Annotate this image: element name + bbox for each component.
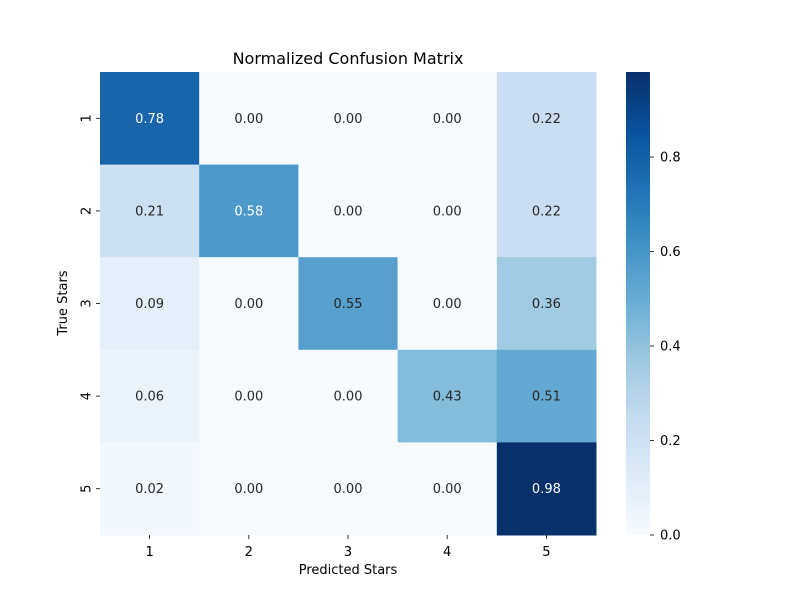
heatmap-cell-label: 0.06 (135, 390, 164, 405)
heatmap-cell-label: 0.02 (135, 482, 164, 497)
heatmap-cell (199, 164, 299, 258)
colorbar-tick-label: 0.0 (660, 529, 681, 544)
heatmap-cell-label: 0.51 (532, 390, 561, 405)
heatmap-cell-label: 0.43 (433, 390, 462, 405)
heatmap-cell (298, 349, 399, 443)
heatmap-cell-label: 0.78 (135, 112, 164, 127)
heatmap-cell (199, 72, 299, 166)
heatmap-cell-label: 0.09 (135, 297, 164, 312)
x-axis-label: Predicted Stars (299, 563, 398, 578)
x-axis-ticks: 1 2 3 4 5 (145, 535, 551, 560)
colorbar-ticks: 0.0 0.2 0.4 0.6 0.8 (650, 151, 681, 544)
heatmap-cell (397, 442, 498, 536)
heatmap-cell (298, 257, 399, 351)
heatmap-cell-label: 0.00 (334, 112, 363, 127)
heatmap-cell-label: 0.55 (334, 297, 363, 312)
heatmap-cell (100, 72, 200, 166)
x-tick-label: 1 (145, 545, 153, 560)
heatmap-cell (397, 257, 498, 351)
heatmap-cell-label: 0.00 (234, 297, 263, 312)
x-tick-label: 4 (443, 545, 451, 560)
heatmap-cell (496, 442, 597, 536)
y-tick-label: 2 (80, 207, 95, 215)
heatmap-cell-label: 0.00 (234, 390, 263, 405)
heatmap-cell (199, 349, 299, 443)
heatmap-cell-label: 0.22 (532, 112, 561, 127)
heatmap-cell-label: 0.98 (532, 482, 561, 497)
heatmap-cell (298, 164, 399, 258)
x-tick-label: 5 (542, 545, 550, 560)
x-tick-label: 2 (245, 545, 253, 560)
heatmap-cell-label: 0.00 (334, 204, 363, 219)
heatmap-cell (397, 72, 498, 166)
heatmap-cell (397, 349, 498, 443)
y-axis-ticks: 1 2 3 4 5 (80, 114, 100, 493)
colorbar (626, 72, 650, 535)
heatmap-cell (397, 164, 498, 258)
colorbar-tick-label: 0.6 (660, 245, 681, 260)
heatmap-cell-label: 0.00 (433, 297, 462, 312)
heatmap-cell-label: 0.00 (433, 482, 462, 497)
heatmap-cells (100, 72, 597, 536)
heatmap-cell-label: 0.00 (334, 390, 363, 405)
heatmap-cell (298, 72, 399, 166)
heatmap-cell-labels: 0.78 0.00 0.00 0.00 0.22 0.21 0.58 0.00 0.00 0.22… (135, 112, 561, 497)
heatmap-cell-label: 0.22 (532, 204, 561, 219)
heatmap-cell (496, 349, 597, 443)
colorbar-tick-label: 0.8 (660, 151, 681, 166)
x-tick-label: 3 (344, 545, 352, 560)
y-tick-label: 5 (80, 485, 95, 493)
y-tick-label: 4 (80, 392, 95, 400)
heatmap-cell (298, 442, 399, 536)
heatmap-cell-label: 0.36 (532, 297, 561, 312)
y-tick-label: 3 (80, 299, 95, 307)
heatmap-cell (100, 442, 200, 536)
heatmap-cell-label: 0.21 (135, 204, 164, 219)
heatmap-cell-label: 0.00 (433, 204, 462, 219)
heatmap-cell (496, 257, 597, 351)
heatmap-cell (100, 164, 200, 258)
y-axis-label: True Stars (56, 270, 71, 336)
heatmap-cell-label: 0.00 (433, 112, 462, 127)
colorbar-tick-label: 0.2 (660, 434, 681, 449)
heatmap-cell (496, 72, 597, 166)
heatmap-cell-label: 0.00 (334, 482, 363, 497)
y-tick-label: 1 (80, 114, 95, 122)
heatmap-cell (199, 257, 299, 351)
heatmap-cell (496, 164, 597, 258)
heatmap-cell-label: 0.58 (234, 204, 263, 219)
chart-title: Normalized Confusion Matrix (233, 49, 464, 68)
heatmap-cell (199, 442, 299, 536)
heatmap-cell-label: 0.00 (234, 482, 263, 497)
heatmap-cell (100, 257, 200, 351)
heatmap-cell (100, 349, 200, 443)
colorbar-tick-label: 0.4 (660, 340, 681, 355)
heatmap-cell-label: 0.00 (234, 112, 263, 127)
